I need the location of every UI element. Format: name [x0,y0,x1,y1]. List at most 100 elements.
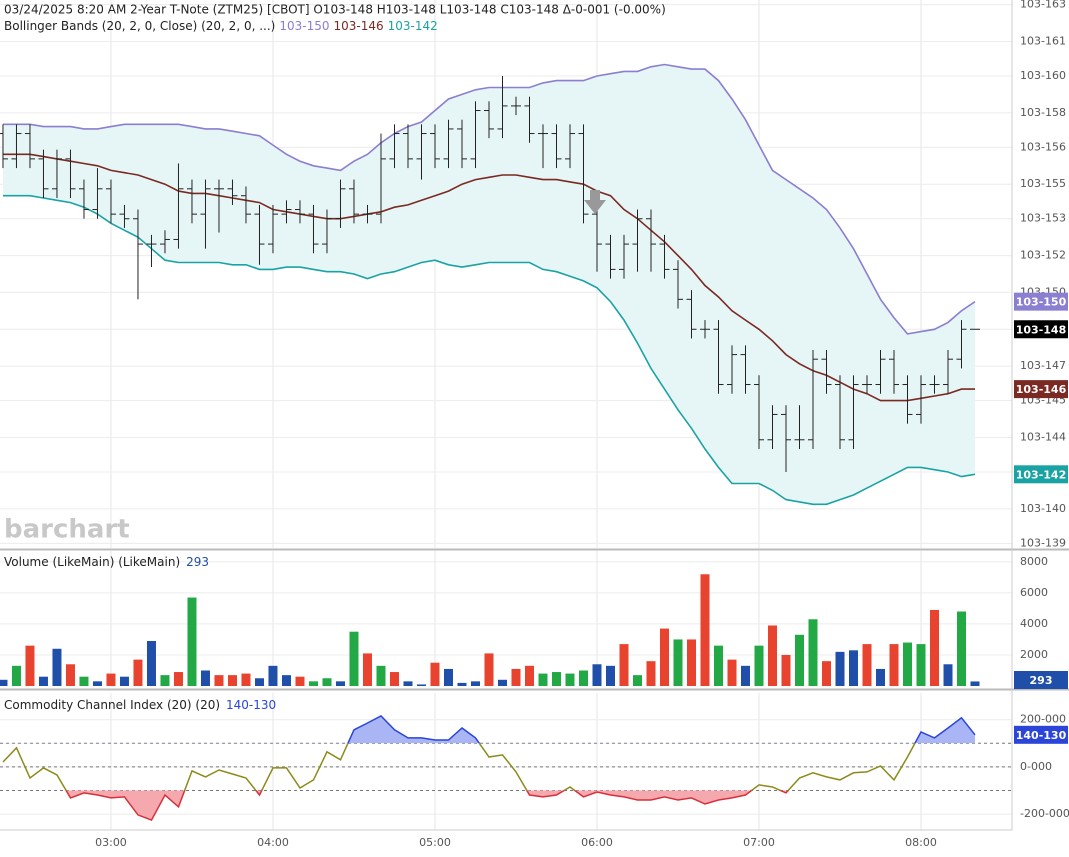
volume-bar [335,681,345,686]
panel-value: 293 [186,555,209,569]
subtitle-text: Bollinger Bands (20, 2, 0, Close) (20, 2… [4,19,275,33]
ohlc-bar [51,149,62,199]
volume-bar [11,665,21,686]
ohlc-bar [943,349,954,394]
ohlc-bar [105,179,116,224]
volume-bar [849,650,859,686]
ohlc-bar [889,349,900,394]
volume-bar [403,681,413,686]
close-badge: 103-148 [1016,323,1067,336]
arrow-marker [584,190,606,214]
volume-bar [686,639,696,686]
ohlc-bar [213,179,224,233]
ohlc-bar [578,124,589,224]
x-tick-label: 07:00 [743,836,775,849]
ohlc-bar [254,204,265,265]
ohlc-bar [78,179,89,219]
volume-bar [835,651,845,686]
volume-bar [781,654,791,686]
x-tick-label: 08:00 [905,836,937,849]
volume-bar [957,611,967,686]
y-tick-label: 103-153 [1020,212,1066,225]
ohlc-bar [713,320,724,394]
ohlc-bar [659,234,670,279]
ohlc-bar [740,345,751,394]
ohlc-bar [348,179,359,224]
volume-bar [538,673,548,686]
ohlc-bar [794,405,805,449]
volume-bar [362,653,372,686]
y-tick-label: 103-161 [1020,34,1066,47]
ohlc-bar [956,320,967,369]
ohlc-bar [781,405,792,473]
volume-bar [214,675,224,686]
volume-bar [646,661,656,686]
volume-bar [92,681,102,686]
ohlc-bar [605,234,616,279]
volume-bar [268,665,278,686]
y-tick-label: 103-144 [1020,430,1066,443]
volume-bar [713,645,723,686]
volume-bar [578,670,588,686]
ohlc-bar [362,204,373,224]
volume-bar [727,659,737,686]
panel-title-text: Volume (LikeMain) (LikeMain) [4,555,180,569]
volume-bar [0,679,8,686]
volume-bar [430,662,440,686]
y-tick-label: 103-140 [1020,502,1066,515]
volume-bar [187,597,197,686]
volume-bar [903,642,913,686]
volume-bar [889,644,899,686]
volume-bar [160,675,170,686]
volume-bar [551,672,561,686]
ohlc-bar [835,375,846,449]
y-tick-label: 200-000 [1020,713,1066,726]
ohlc-bar [173,163,184,249]
ohlc-bar [159,230,170,254]
volume-bar [119,676,129,686]
ohlc-bar [281,200,292,224]
volume-bar [700,574,710,686]
volume-bar [295,676,305,686]
ohlc-bar [335,179,346,228]
y-tick-label: -200-000 [1020,807,1069,820]
chart-title: 03/24/2025 8:20 AM 2-Year T-Note (ZTM25)… [4,3,666,17]
volume-bar [754,645,764,686]
volume-bar [65,664,75,686]
band-value: 103-146 [333,19,383,33]
y-tick-label: 4000 [1020,617,1048,630]
ohlc-bar [321,209,332,254]
ohlc-bar [537,124,548,169]
ohlc-bar [591,204,602,272]
ohlc-bar [726,345,737,394]
x-tick-label: 03:00 [95,836,127,849]
volume-bar [106,673,116,686]
ohlc-bar [186,179,197,224]
ohlc-bar [510,96,521,116]
panel-title: Volume (LikeMain) (LikeMain) 293 [4,555,209,569]
volume-bar [173,672,183,686]
band-line [3,194,976,506]
volume-bar [146,641,156,686]
panel-title: Commodity Channel Index (20) (20) 140-130 [4,698,276,712]
ohlc-bar [92,168,103,219]
ohlc-bar [821,349,832,394]
ohlc-bar [0,124,8,169]
y-tick-label: 103-155 [1020,177,1066,190]
volume-bar [592,664,602,686]
volume-bar [25,645,35,686]
volume-bar [349,631,359,686]
volume-bar [808,619,818,686]
band-badge-bg [1014,465,1068,484]
volume-badge: 293 [1030,674,1053,687]
ohlc-bar [632,209,643,272]
volume-bar [79,676,89,686]
volume-bar [619,644,629,686]
ohlc-bar [240,186,251,224]
x-tick-label: 06:00 [581,836,613,849]
volume-bar [768,625,778,686]
chart-subtitle: Bollinger Bands (20, 2, 0, Close) (20, 2… [4,19,438,33]
ohlc-bar [564,124,575,169]
y-tick-label: 8000 [1020,555,1048,568]
